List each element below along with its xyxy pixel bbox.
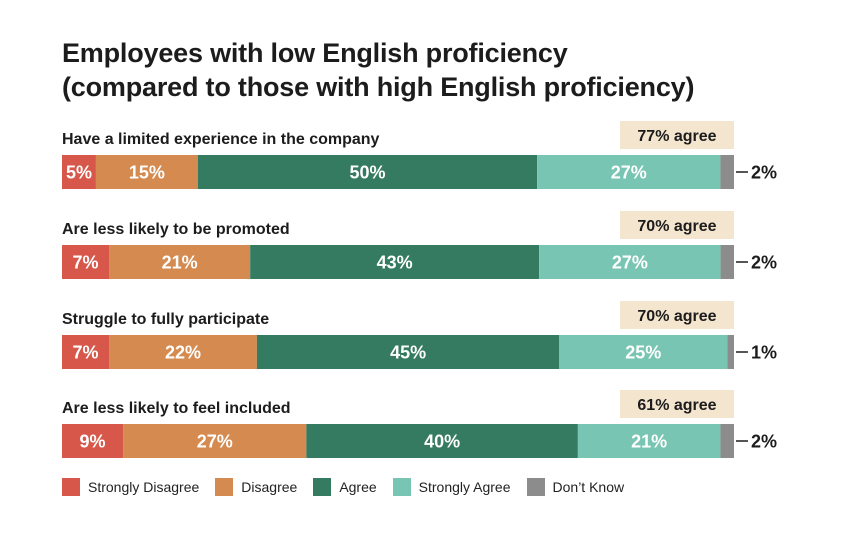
segment-value-label: 5% <box>66 163 92 183</box>
segment-value-label: 40% <box>424 432 460 452</box>
legend-item-don-t-know: Don’t Know <box>526 478 625 496</box>
segment-value-label: 21% <box>631 432 667 452</box>
legend-label: Disagree <box>241 479 298 495</box>
legend-swatch <box>215 478 234 496</box>
agree-badge <box>620 121 734 149</box>
bar-segment-agree <box>250 245 540 279</box>
legend-item-disagree: Disagree <box>215 478 297 496</box>
agree-badge <box>620 390 734 418</box>
legend-swatch <box>62 478 80 496</box>
bar-segment-disagree <box>109 335 257 369</box>
bar-segment-strongly-agree <box>559 335 728 369</box>
bar-segment-strongly-disagree <box>62 155 96 189</box>
agree-badge <box>620 301 734 329</box>
bar-segment-disagree <box>95 155 198 189</box>
agree-total-label: 70% agree <box>637 218 716 235</box>
segment-value-label: 9% <box>80 432 106 452</box>
agree-total-label: 70% agree <box>637 308 716 325</box>
question-label: Have a limited experience in the company <box>62 131 380 148</box>
segment-value-label: 7% <box>73 253 99 273</box>
bar-segment-disagree <box>123 424 307 458</box>
legend-label: Agree <box>339 479 377 495</box>
bar-segment-strongly-disagree <box>62 335 110 369</box>
legend-swatch <box>526 478 545 496</box>
bar-segment-don-t-know <box>727 335 734 369</box>
agree-total-label: 77% agree <box>637 128 716 145</box>
legend-label: Don’t Know <box>552 479 625 495</box>
bar-segment-strongly-agree <box>539 245 721 279</box>
dont-know-value-label: 1% <box>751 343 777 363</box>
bar-segment-don-t-know <box>720 245 734 279</box>
segment-value-label: 15% <box>129 163 165 183</box>
legend: Strongly Disagree Disagree Agree Strongly A… <box>62 478 640 496</box>
segment-value-label: 50% <box>349 163 385 183</box>
bar-segment-strongly-disagree <box>62 424 124 458</box>
agree-total-label: 61% agree <box>637 397 716 414</box>
dont-know-value-label: 2% <box>751 432 777 452</box>
legend-label: Strongly Disagree <box>88 479 200 495</box>
legend-item-agree: Agree <box>313 478 377 496</box>
bar-segment-strongly-disagree <box>62 245 110 279</box>
bar-segment-don-t-know <box>720 155 734 189</box>
segment-value-label: 27% <box>611 163 647 183</box>
question-label: Struggle to fully participate <box>62 311 269 328</box>
bar-segment-strongly-agree <box>537 155 721 189</box>
segment-value-label: 25% <box>625 343 661 363</box>
segment-value-label: 22% <box>165 343 201 363</box>
question-label: Are less likely to feel included <box>62 400 291 417</box>
agree-badge <box>620 211 734 239</box>
question-label: Are less likely to be promoted <box>62 221 290 238</box>
chart-title-line-2: (compared to those with high English pro… <box>62 72 695 102</box>
bar-segment-agree <box>197 155 538 189</box>
segment-value-label: 43% <box>377 253 413 273</box>
dont-know-value-label: 2% <box>751 163 777 183</box>
bar-segment-don-t-know <box>720 424 734 458</box>
legend-item-strongly-agree: Strongly Agree <box>392 478 511 496</box>
segment-value-label: 27% <box>197 432 233 452</box>
segment-value-label: 45% <box>390 343 426 363</box>
chart-title-line-1: Employees with low English proficiency <box>62 38 568 68</box>
bar-segment-strongly-agree <box>577 424 721 458</box>
legend-swatch <box>392 478 411 496</box>
bar-segment-disagree <box>109 245 251 279</box>
segment-value-label: 27% <box>612 253 648 273</box>
legend-label: Strongly Agree <box>418 479 511 495</box>
bar-segment-agree <box>256 335 560 369</box>
bar-segment-agree <box>306 424 578 458</box>
dont-know-value-label: 2% <box>751 253 777 273</box>
segment-value-label: 7% <box>73 343 99 363</box>
legend-item-strongly-disagree: Strongly Disagree <box>62 478 199 496</box>
legend-swatch <box>313 478 332 496</box>
segment-value-label: 21% <box>162 253 198 273</box>
